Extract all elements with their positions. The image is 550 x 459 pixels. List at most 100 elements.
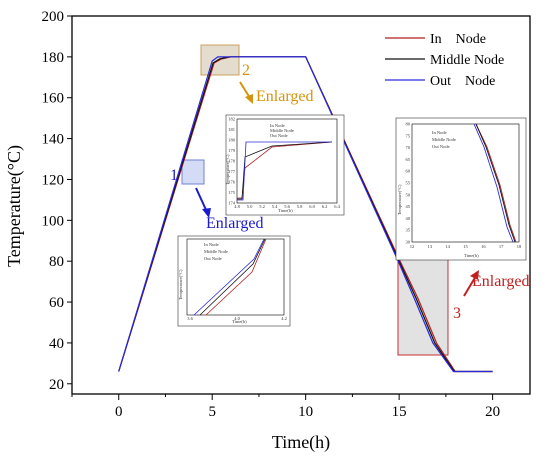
inset-tick-label: 14 xyxy=(445,244,450,249)
inset2-x-ticks: 4.8 5.0 5.2 5.4 5.6 5.8 6.0 6.2 6.4 xyxy=(234,204,340,209)
inset-tick-label: 15 xyxy=(463,244,468,249)
inset-tick-label: 12 xyxy=(410,244,415,249)
inset-tick-label: 17 xyxy=(499,244,504,249)
inset1-legend-in: In Node xyxy=(204,242,219,247)
y-tick-label: 200 xyxy=(42,9,65,25)
zoom-box-3 xyxy=(397,254,449,356)
inset-1: In Node Middle Node Out Node Time(h) Tem… xyxy=(177,235,291,327)
inset-tick-label: 6.0 xyxy=(309,204,315,209)
y-tick-label: 100 xyxy=(42,213,65,229)
y-tick-label: 160 xyxy=(42,91,65,107)
inset-tick-label: 5.6 xyxy=(284,204,290,209)
y-tick-label: 140 xyxy=(42,132,65,148)
series-layer xyxy=(118,56,493,373)
inset-tick-label: 35 xyxy=(406,228,411,233)
inset-tick-label: 5.8 xyxy=(297,204,303,209)
inset-tick-label: 80 xyxy=(406,122,411,127)
x-tick-label: 5 xyxy=(208,404,216,420)
inset2-legend-middle: Middle Node xyxy=(270,128,294,133)
zoom-box-1 xyxy=(181,159,205,185)
inset3-ylabel: Temperature(°C) xyxy=(397,184,402,215)
inset3-legend-in: In Node xyxy=(432,130,447,135)
inset-tick-label: 75 xyxy=(406,133,411,138)
inset2-ylabel: Temperature(°C) xyxy=(225,154,230,185)
inset-tick-label: 16 xyxy=(481,244,486,249)
inset1-ylabel: Temperature(°C) xyxy=(178,269,183,300)
inset-tick-label: 6.4 xyxy=(334,204,340,209)
inset-tick-label: 70 xyxy=(406,145,411,150)
y-tick-label: 20 xyxy=(49,377,64,393)
inset-tick-label: 177 xyxy=(228,169,236,174)
inset-tick-label: 3.6 xyxy=(187,316,193,321)
inset-tick-label: 182 xyxy=(228,117,235,122)
legend: In Node Middle Node Out Node xyxy=(385,32,504,89)
inset1-legend-middle: Middle Node xyxy=(204,249,228,254)
inset2-legend-out: Out Node xyxy=(270,133,288,138)
inset-tick-label: 5.4 xyxy=(272,204,278,209)
y-tick-label: 120 xyxy=(42,172,65,188)
enlarged-label-3: Enlarged xyxy=(472,273,529,290)
inset-2: In Node Middle Node Out Node Time(h) Tem… xyxy=(225,114,345,216)
arrow-3-icon xyxy=(463,270,479,297)
inset-tick-label: 5.2 xyxy=(259,204,265,209)
inset-tick-label: 40 xyxy=(406,216,411,221)
annotation-label-2: 2 xyxy=(242,62,250,79)
legend-label-out: Out Node xyxy=(430,74,495,89)
inset2-xlabel: Time(h) xyxy=(278,208,293,213)
annotation-label-1: 1 xyxy=(170,167,178,184)
annotation-label-3: 3 xyxy=(453,305,461,322)
inset-tick-label: 174 xyxy=(228,201,236,206)
inset-tick-label: 4.2 xyxy=(281,316,287,321)
y-tick-label: 40 xyxy=(49,336,64,352)
inset-tick-label: 13 xyxy=(428,244,433,249)
inset-tick-label: 50 xyxy=(406,192,411,197)
inset-tick-label: 181 xyxy=(228,127,235,132)
x-tick-label: 15 xyxy=(392,404,407,420)
inset1-x-ticks: 3.6 4.0 4.2 xyxy=(187,316,287,321)
inset-tick-label: 5.0 xyxy=(247,204,253,209)
inset-tick-label: 180 xyxy=(228,138,236,143)
y-axis-title: Temperature(°C) xyxy=(4,145,25,267)
enlarged-label-1: Enlarged xyxy=(206,215,263,232)
inset3-xlabel: Time(h) xyxy=(464,253,479,258)
inset3-y-ticks: 30 35 40 45 50 55 60 65 70 75 80 xyxy=(406,122,411,245)
inset-tick-label: 18 xyxy=(517,244,522,249)
inset-tick-label: 55 xyxy=(406,181,411,186)
x-tick-label: 20 xyxy=(485,404,500,420)
y-axis-ticks: 20 40 60 80 100 120 140 160 180 200 xyxy=(42,9,72,393)
inset2-y-ticks: 174 175 176 177 178 179 180 181 182 xyxy=(228,117,236,206)
x-tick-label: 0 xyxy=(115,404,123,420)
inset-tick-label: 178 xyxy=(228,159,236,164)
series-line-out xyxy=(118,56,493,373)
x-axis-ticks: 0 5 10 15 20 xyxy=(71,394,500,420)
legend-label-middle: Middle Node xyxy=(430,53,504,68)
inset1-legend-out: Out Node xyxy=(204,256,222,261)
inset2-legend-in: In Node xyxy=(270,123,285,128)
inset-tick-label: 30 xyxy=(406,240,411,245)
y-tick-label: 180 xyxy=(42,50,65,66)
inset-tick-label: 176 xyxy=(228,180,236,185)
inset-tick-label: 4.0 xyxy=(234,316,240,321)
arrow-2-icon xyxy=(239,81,253,104)
y-tick-label: 60 xyxy=(49,295,64,311)
inset-tick-label: 45 xyxy=(406,204,411,209)
enlarged-label-2: Enlarged xyxy=(256,88,313,105)
inset3-legend-middle: Middle Node xyxy=(432,137,456,142)
inset-tick-label: 60 xyxy=(406,169,411,174)
inset-tick-label: 65 xyxy=(406,157,411,162)
x-tick-label: 10 xyxy=(298,404,313,420)
inset1-xlabel: Time(h) xyxy=(232,319,247,324)
plot-frame xyxy=(71,15,531,395)
legend-label-in: In Node xyxy=(430,32,486,47)
inset-tick-label: 4.8 xyxy=(234,204,240,209)
inset-tick-label: 6.2 xyxy=(322,204,328,209)
inset-tick-label: 179 xyxy=(228,148,236,153)
inset-tick-label: 175 xyxy=(228,190,236,195)
inset3-x-ticks: 12 13 14 15 16 17 18 xyxy=(410,244,522,249)
y-tick-label: 80 xyxy=(49,254,64,270)
x-axis-title: Time(h) xyxy=(272,432,330,453)
inset3-legend-out: Out Node xyxy=(432,144,450,149)
inset-3: In Node Middle Node Out Node Time(h) Tem… xyxy=(395,117,527,261)
arrow-1-icon xyxy=(195,187,211,218)
